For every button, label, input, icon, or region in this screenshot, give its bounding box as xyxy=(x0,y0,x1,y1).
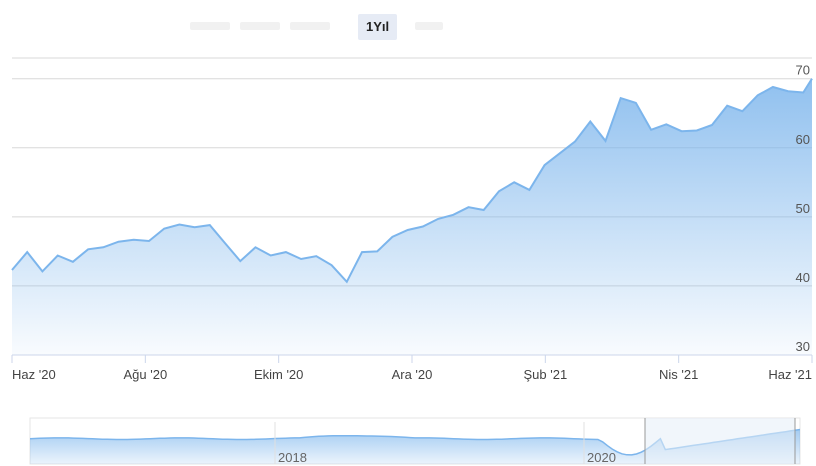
x-tick-label: Nis '21 xyxy=(659,367,698,382)
x-tick-label: Haz '20 xyxy=(12,367,56,382)
price-area-fill xyxy=(12,78,812,355)
y-tick-label: 30 xyxy=(796,339,810,354)
navigator[interactable]: 2018 2020 xyxy=(29,417,801,465)
x-tick-label: Ekim '20 xyxy=(254,367,303,382)
navigator-year-label: 2018 xyxy=(278,450,307,465)
x-tick-label: Haz '21 xyxy=(768,367,812,382)
navigator-year-label: 2020 xyxy=(587,450,616,465)
navigator-selected-range[interactable] xyxy=(645,418,795,464)
range-button-blurred[interactable] xyxy=(240,22,280,30)
price-line xyxy=(11,78,813,284)
range-button-blurred[interactable] xyxy=(290,22,330,30)
range-button-blurred[interactable] xyxy=(415,22,443,30)
range-selector: 1Yıl xyxy=(0,0,816,48)
y-axis: 30 40 50 60 70 xyxy=(796,63,810,354)
x-tick-label: Ara '20 xyxy=(392,367,433,382)
y-tick-label: 40 xyxy=(796,270,810,285)
range-button-blurred[interactable] xyxy=(190,22,230,30)
x-tick-label: Şub '21 xyxy=(523,367,567,382)
navigator-area xyxy=(30,429,800,464)
range-button-1y[interactable]: 1Yıl xyxy=(358,14,398,40)
x-tick-label: Ağu '20 xyxy=(123,367,167,382)
y-tick-label: 60 xyxy=(796,132,810,147)
x-axis: Haz '20 Ağu '20 Ekim '20 Ara '20 Şub '21 Nis … xyxy=(11,354,813,382)
y-tick-label: 50 xyxy=(796,201,810,216)
y-tick-label: 70 xyxy=(796,63,810,78)
price-area xyxy=(11,78,813,355)
